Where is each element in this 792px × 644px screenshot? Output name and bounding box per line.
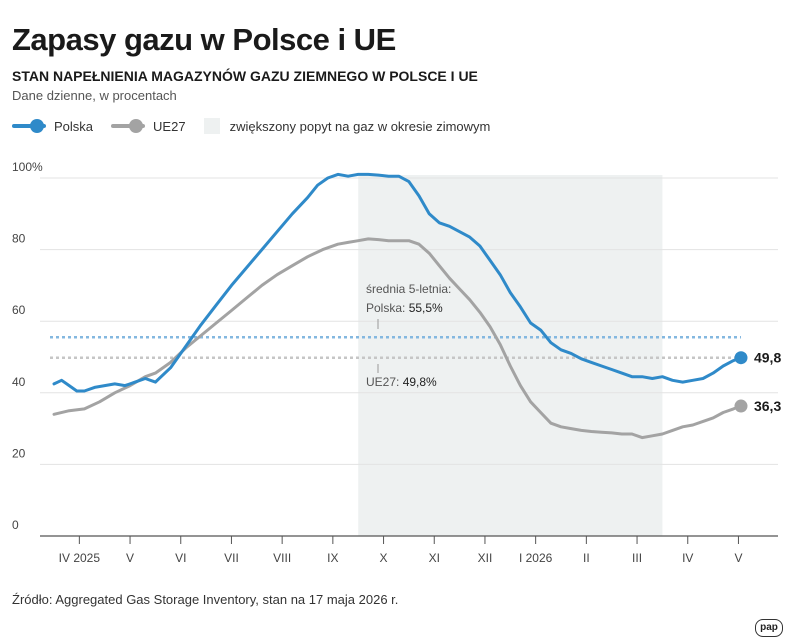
units-note: Dane dzienne, w procentach	[12, 88, 177, 103]
pap-logo: pap	[755, 619, 783, 637]
chart-subtitle: STAN NAPEŁNIENIA MAGAZYNÓW GAZU ZIEMNEGO…	[12, 68, 478, 84]
x-tick-label: V	[734, 551, 742, 565]
x-tick-label: I 2026	[519, 551, 553, 565]
legend-item-winter: zwiększony popyt na gaz w okresie zimowy…	[203, 118, 491, 134]
average-ue27-value: 49,8%	[403, 375, 437, 389]
average-ue27-label: UE27:	[366, 375, 403, 389]
y-tick-label: 60	[12, 303, 26, 317]
x-tick-label: IV 2025	[59, 551, 101, 565]
x-tick-label: VIII	[273, 551, 291, 565]
x-tick-label: XI	[429, 551, 440, 565]
ue27-end-point	[734, 399, 748, 413]
x-tick-label: X	[380, 551, 388, 565]
x-tick-label: IV	[682, 551, 693, 565]
legend: Polska UE27 zwiększony popyt na gaz w ok…	[12, 116, 508, 136]
legend-ue27-label: UE27	[153, 118, 186, 134]
x-tick-label: IX	[327, 551, 338, 565]
polska-end-label: 49,8	[754, 350, 781, 366]
average-caption: średnia 5-letnia:	[366, 282, 451, 296]
ue27-end-label: 36,3	[754, 398, 781, 414]
legend-winter-label: zwiększony popyt na gaz w okresie zimowy…	[229, 118, 491, 134]
chart-title: Zapasy gazu w Polsce i UE	[12, 22, 396, 57]
x-tick-label: XII	[478, 551, 493, 565]
x-tick-label: III	[632, 551, 642, 565]
winter-period-shade	[358, 175, 663, 536]
average-polska-annotation: Polska: 55,5%	[366, 301, 443, 315]
x-tick-label: VII	[224, 551, 239, 565]
polska-end-point	[734, 351, 748, 365]
ue27-line	[52, 237, 743, 440]
average-polska-value: 55,5%	[409, 301, 443, 315]
y-tick-label: 100%	[12, 160, 43, 174]
legend-polska-swatch	[12, 119, 46, 133]
x-tick-label: II	[583, 551, 590, 565]
legend-winter-swatch	[203, 118, 220, 134]
legend-item-polska: Polska	[12, 119, 93, 134]
x-tick-label: VI	[175, 551, 186, 565]
y-tick-label: 20	[12, 446, 26, 460]
legend-polska-label: Polska	[54, 118, 94, 134]
x-tick-label: V	[126, 551, 134, 565]
y-tick-label: 80	[12, 232, 26, 246]
polska-line	[52, 172, 743, 393]
legend-item-ue27: UE27	[111, 119, 186, 134]
y-tick-label: 40	[12, 375, 26, 389]
average-ue27-annotation: UE27: 49,8%	[366, 375, 437, 389]
source-note: Źródło: Aggregated Gas Storage Inventory…	[12, 592, 399, 607]
legend-ue27-swatch	[111, 119, 146, 133]
y-tick-label: 0	[12, 518, 19, 532]
average-polska-label: Polska:	[366, 301, 409, 315]
